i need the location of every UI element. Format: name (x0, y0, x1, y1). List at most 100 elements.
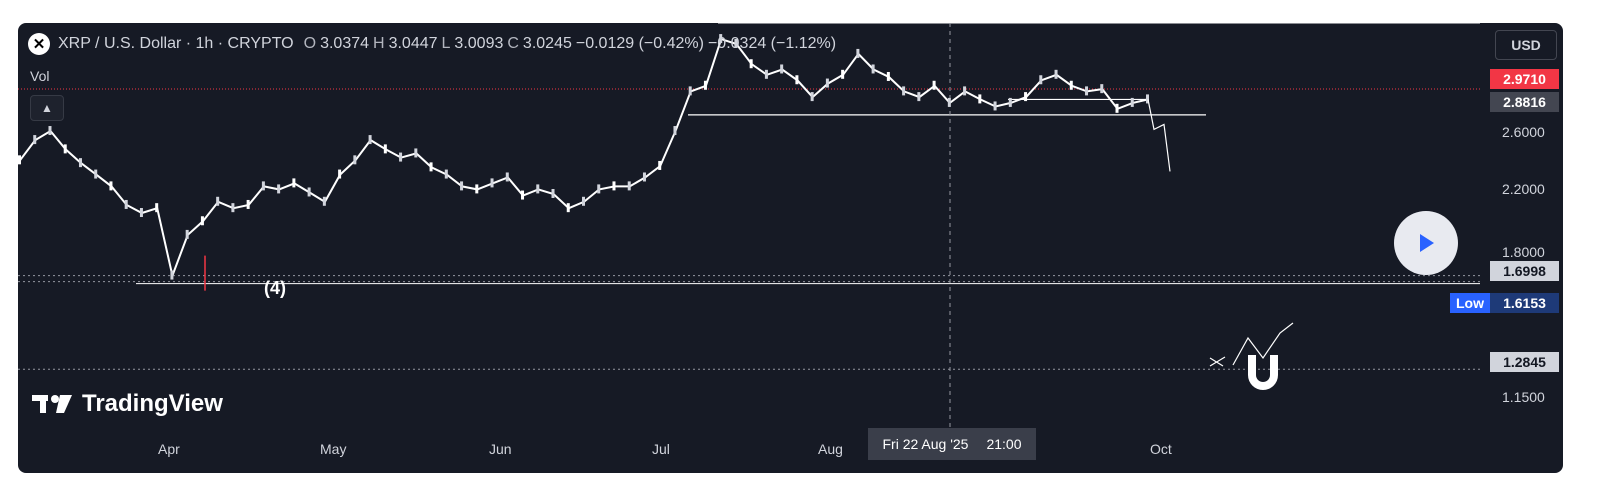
candle (642, 172, 646, 182)
candle (399, 152, 403, 162)
candle (688, 86, 692, 96)
candle (658, 160, 662, 170)
candle (33, 135, 37, 145)
price-chart[interactable] (18, 23, 1563, 473)
price-line (19, 37, 1149, 280)
secondary-change-value: −0.0324 (−1.12%) (707, 35, 837, 52)
x-tick: Apr (158, 441, 180, 457)
volume-label[interactable]: Vol (30, 68, 50, 84)
y-tick: 2.2000 (1502, 181, 1545, 197)
candle (155, 203, 159, 213)
x-tick: May (320, 441, 347, 457)
candle (719, 34, 723, 44)
candle (292, 178, 296, 188)
candle (551, 189, 555, 199)
candle (353, 155, 357, 165)
candle (1039, 75, 1043, 85)
candle (1024, 92, 1028, 102)
y-tick: 1.8000 (1502, 244, 1545, 260)
currency-button[interactable]: USD (1495, 30, 1557, 60)
candle (1008, 97, 1012, 107)
candle (63, 144, 67, 154)
candle (18, 155, 21, 165)
candle (993, 101, 997, 111)
candle (886, 71, 890, 81)
candle (673, 126, 677, 136)
candle (856, 48, 860, 58)
candle (582, 196, 585, 206)
candle (764, 69, 768, 79)
x-tick: Oct (1150, 441, 1172, 457)
candle (368, 135, 372, 145)
close-label: C (507, 35, 519, 52)
x-tick: Jun (489, 441, 512, 457)
candle (825, 78, 829, 88)
candle (444, 169, 448, 179)
candle (1100, 84, 1104, 94)
candle (566, 203, 570, 213)
y-tick: 1.1500 (1502, 389, 1545, 405)
low-value: 3.0093 (454, 35, 504, 52)
symbol-label[interactable]: XRP / U.S. Dollar · 1h · CRYPTO (58, 35, 294, 52)
candle (109, 181, 113, 191)
magnet-icon (1248, 355, 1278, 390)
candle (780, 64, 784, 74)
candle (1085, 86, 1089, 96)
candle (185, 229, 189, 239)
candle (932, 80, 936, 90)
low-label: L (441, 35, 451, 52)
crosshair-time: 21:00 (986, 436, 1022, 452)
candle (505, 172, 509, 182)
open-value: 3.0374 (320, 35, 370, 52)
candle (216, 196, 220, 206)
candle (94, 169, 98, 179)
level-label: 1.6998 (1490, 261, 1559, 281)
collapse-button[interactable]: ▲ (30, 95, 64, 121)
close-icon[interactable]: ✕ (28, 33, 50, 55)
candle (124, 199, 128, 209)
wave-annotation: (4) (264, 278, 286, 298)
play-icon (1420, 234, 1434, 252)
tradingview-brand[interactable]: TradingView (32, 390, 223, 418)
candle (978, 94, 982, 104)
crosshair-time-label: Fri 22 Aug '25 21:00 (868, 428, 1036, 460)
candle (734, 38, 738, 48)
candle (78, 158, 82, 168)
candle (963, 86, 967, 96)
chevron-up-icon: ▲ (41, 101, 53, 115)
candle (246, 199, 250, 209)
candle (277, 184, 281, 194)
candle (536, 184, 540, 194)
candle (1054, 69, 1058, 79)
price-label: 2.8816 (1490, 92, 1559, 112)
candle (170, 270, 174, 280)
change-value: −0.0129 (−0.42%) (575, 35, 704, 52)
legend-header: ✕ XRP / U.S. Dollar · 1h · CRYPTO O 3.037… (28, 32, 836, 56)
candle (429, 162, 433, 172)
high-label: H (373, 35, 385, 52)
low-price-label: 1.6153 (1490, 293, 1559, 313)
x-tick: Aug (818, 441, 843, 457)
candle (627, 181, 631, 191)
candle (139, 208, 143, 218)
play-button[interactable] (1394, 211, 1458, 275)
candle (917, 92, 921, 102)
tradingview-logo-icon (32, 395, 72, 413)
high-value: 3.0447 (388, 35, 438, 52)
candle (48, 126, 52, 136)
candle (810, 92, 814, 102)
candle (1146, 94, 1149, 104)
candle (841, 69, 845, 79)
candle (338, 169, 342, 179)
y-tick: 2.6000 (1502, 124, 1545, 140)
candle (871, 64, 875, 74)
candle (1115, 103, 1119, 113)
x-tick: Jul (652, 441, 670, 457)
candle (200, 216, 204, 226)
candle (231, 203, 235, 213)
candle (475, 184, 479, 194)
open-label: O (303, 35, 317, 52)
candle (460, 181, 464, 191)
level-label: 1.2845 (1490, 352, 1559, 372)
candle (383, 144, 387, 154)
